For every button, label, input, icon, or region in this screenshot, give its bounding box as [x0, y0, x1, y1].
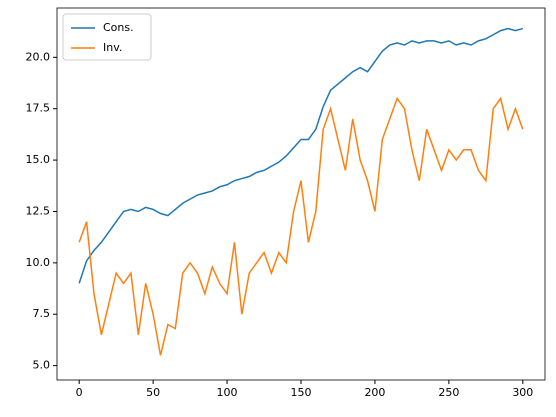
x-tick-label: 250: [438, 386, 459, 399]
x-tick-label: 0: [76, 386, 83, 399]
series-line: [78, 27, 524, 284]
series-line: [78, 96, 524, 356]
x-tick-label: 200: [364, 386, 385, 399]
legend-label: Cons.: [103, 21, 134, 34]
y-tick-label: 10.0: [26, 256, 51, 269]
y-tick-label: 15.0: [26, 153, 51, 166]
x-tick-label: 300: [512, 386, 533, 399]
x-tick-label: 150: [291, 386, 312, 399]
legend-label: Inv.: [103, 41, 122, 54]
y-tick-label: 7.5: [33, 307, 51, 320]
x-tick-label: 100: [217, 386, 238, 399]
plot-frame: [56, 7, 546, 381]
y-tick-label: 20.0: [26, 50, 51, 63]
x-tick-label: 50: [146, 386, 160, 399]
y-tick-label: 17.5: [26, 102, 51, 115]
y-tick-label: 12.5: [26, 204, 51, 217]
y-tick-label: 5.0: [33, 359, 51, 372]
